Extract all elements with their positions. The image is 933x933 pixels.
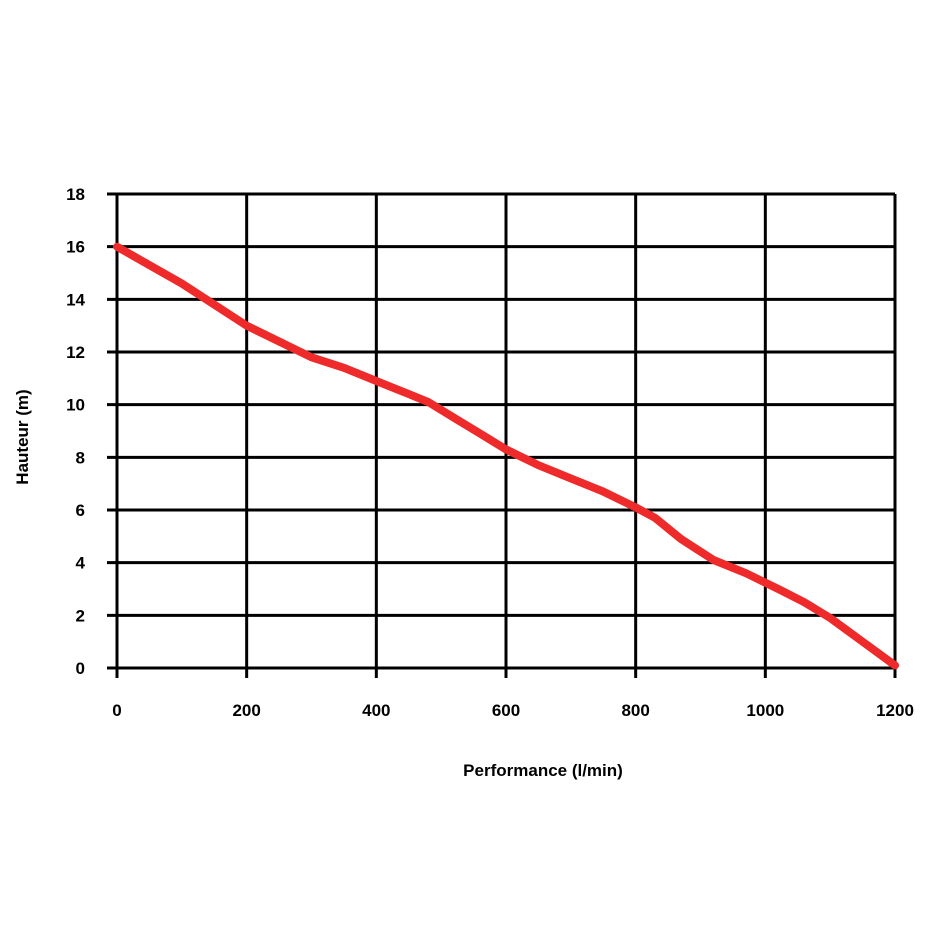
x-tick-labels: 0 200 400 600 800 1000 1200 xyxy=(112,701,914,720)
x-tick-label: 600 xyxy=(492,701,520,720)
y-tick-label: 4 xyxy=(76,554,86,573)
y-tick-label: 6 xyxy=(76,501,85,520)
x-tick-label: 200 xyxy=(232,701,260,720)
x-tick-label: 1000 xyxy=(746,701,784,720)
grid xyxy=(107,192,897,678)
x-tick-label: 400 xyxy=(362,701,390,720)
y-tick-label: 2 xyxy=(76,606,85,625)
x-tick-label: 0 xyxy=(112,701,121,720)
y-tick-label: 14 xyxy=(66,290,85,309)
x-axis-label: Performance (l/min) xyxy=(463,761,623,780)
series-group xyxy=(113,242,899,670)
y-axis-label: Hauteur (m) xyxy=(13,389,32,484)
y-tick-label: 0 xyxy=(76,659,85,678)
y-tick-label: 12 xyxy=(66,343,85,362)
y-tick-label: 18 xyxy=(66,185,85,204)
series-line xyxy=(113,242,899,670)
y-tick-label: 8 xyxy=(76,448,85,467)
y-tick-labels: 0 2 4 6 8 10 12 14 16 18 xyxy=(66,185,85,678)
y-tick-label: 10 xyxy=(66,396,85,415)
y-tick-label: 16 xyxy=(66,238,85,257)
x-tick-label: 1200 xyxy=(876,701,914,720)
x-tick-label: 800 xyxy=(621,701,649,720)
